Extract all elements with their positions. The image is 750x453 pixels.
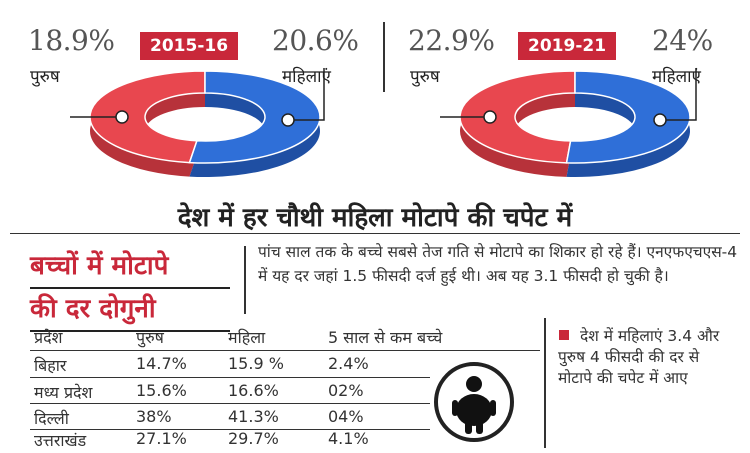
cell-children: 4.1% [328,429,369,448]
table-row: दिल्ली 38% 41.3% 04% [30,403,540,431]
cell-women: 16.6% [228,381,279,400]
col-header-state: प्रदेश [34,328,63,347]
marker-dot [115,110,129,124]
slice-women [188,70,321,164]
cell-children: 02% [328,381,364,400]
paragraph-divider [244,246,246,314]
cell-men: 15.6% [136,381,187,400]
subhead: बच्चों में मोटापे की दर दोगुनी [30,246,230,332]
cell-state: मध्य प्रदेश [34,383,93,402]
donut-chart-2015-16 [70,68,325,177]
marker-dot [483,110,497,124]
note-divider [544,318,546,448]
table-row: उत्तराखंड 27.1% 29.7% 4.1% [30,425,540,453]
cell-men: 14.7% [136,354,187,373]
table-row: मध्य प्रदेश 15.6% 16.6% 02% [30,377,540,405]
table-rule [30,350,540,351]
marker-dot [653,113,667,127]
leader-line [440,116,484,118]
year-badge-2019-21: 2019-21 [518,32,617,60]
donut-chart-2019-21 [440,68,697,177]
info-paragraph: पांच साल तक के बच्चे सबसे तेज गति से मोट… [258,243,738,285]
table-rule [30,377,430,378]
cell-women: 29.7% [228,429,279,448]
women-pct-2019: 24% [652,24,713,57]
subhead-line-1: बच्चों में मोटापे [30,246,230,289]
headline: देश में हर चौथी महिला मोटापे की चपेट में [177,203,573,233]
women-pct-2015: 20.6% [272,24,359,57]
col-header-children: 5 साल से कम बच्चे [328,328,443,347]
men-pct-2019: 22.9% [408,24,495,57]
col-header-men: पुरुष [136,328,164,347]
leader-line [70,116,116,118]
cell-women: 41.3% [228,407,279,426]
cell-men: 38% [136,407,172,426]
slice-men [459,70,576,164]
cell-children: 2.4% [328,354,369,373]
slice-women [565,70,691,164]
leader-line [294,68,325,121]
table-row: बिहार 14.7% 15.9 % 2.4% [30,350,540,378]
cell-men: 27.1% [136,429,187,448]
year-badge-2015-16: 2015-16 [140,32,239,60]
headline-divider [10,233,740,234]
table-header: प्रदेश पुरुष महिला 5 साल से कम बच्चे [30,322,540,350]
men-label-2019: पुरुष [410,67,440,87]
cell-women: 15.9 % [228,354,284,373]
men-pct-2015: 18.9% [28,24,115,57]
women-label-2019: महिलाएं [652,67,701,87]
women-label-2015: महिलाएं [282,67,331,87]
table-rule [30,403,430,404]
note-text: देश में महिलाएं 3.4 और पुरुष 4 फीसदी की … [558,326,738,389]
leader-line [666,68,697,121]
obese-person-icon [434,362,514,442]
marker-dot [281,113,295,127]
cell-state: दिल्ली [34,409,69,428]
cell-state: बिहार [34,356,67,375]
note-bullet-icon [559,330,569,340]
men-label-2015: पुरुष [30,67,60,87]
table-rule [30,429,430,430]
cell-state: उत्तराखंड [34,431,87,450]
note-body: देश में महिलाएं 3.4 और पुरुष 4 फीसदी की … [558,327,720,387]
chart-divider [383,22,385,92]
col-header-women: महिला [228,328,266,347]
cell-children: 04% [328,407,364,426]
subhead-line-2: की दर दोगुनी [30,289,230,332]
slice-men [89,70,206,164]
